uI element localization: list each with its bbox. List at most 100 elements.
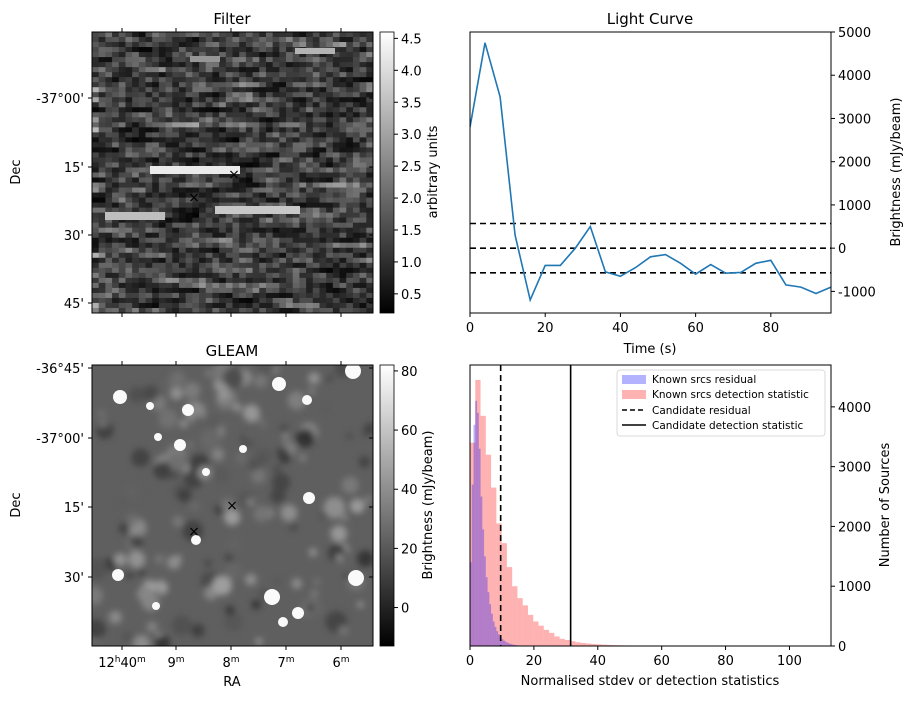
filter-pixel xyxy=(179,233,186,239)
filter-pixel xyxy=(279,233,286,239)
filter-pixel xyxy=(192,42,199,48)
filter-pixel xyxy=(119,203,126,209)
filter-pixel xyxy=(186,42,193,48)
filter-pixel xyxy=(279,117,286,123)
filter-pixel xyxy=(286,82,293,88)
filter-pixel xyxy=(199,97,206,103)
filter-pixel xyxy=(146,193,153,199)
filter-pixel xyxy=(286,248,293,254)
filter-pixel xyxy=(326,57,333,63)
filter-pixel xyxy=(99,72,106,78)
filter-pixel xyxy=(132,32,139,38)
filter-pixel xyxy=(326,152,333,158)
filter-pixel xyxy=(159,127,166,133)
filter-pixel xyxy=(333,77,340,83)
filter-pixel xyxy=(239,228,246,234)
y-tick-label: -36°45' xyxy=(36,362,84,377)
filter-pixel xyxy=(132,203,139,209)
filter-pixel xyxy=(286,47,293,53)
filter-pixel xyxy=(326,107,333,113)
filter-pixel xyxy=(273,147,280,153)
filter-pixel xyxy=(92,248,99,254)
filter-pixel xyxy=(340,268,347,274)
filter-pixel xyxy=(112,37,119,43)
filter-pixel xyxy=(306,248,313,254)
filter-pixel xyxy=(186,112,193,118)
filter-pixel xyxy=(132,42,139,48)
filter-pixel xyxy=(313,253,320,259)
filter-pixel xyxy=(92,37,99,43)
filter-pixel xyxy=(293,238,300,244)
filter-pixel xyxy=(319,102,326,108)
filter-pixel xyxy=(233,82,240,88)
filter-pixel xyxy=(192,298,199,304)
filter-pixel xyxy=(259,132,266,138)
filter-pixel xyxy=(340,137,347,143)
filter-pixel xyxy=(172,228,179,234)
filter-pixel xyxy=(266,127,273,133)
filter-pixel xyxy=(166,228,173,234)
filter-pixel xyxy=(340,92,347,98)
filter-pixel xyxy=(152,77,159,83)
filter-pixel xyxy=(273,193,280,199)
filter-pixel xyxy=(206,132,213,138)
filter-pixel xyxy=(99,52,106,58)
filter-pixel xyxy=(333,283,340,289)
filter-pixel xyxy=(279,248,286,254)
filter-pixel xyxy=(233,112,240,118)
filter-pixel xyxy=(353,132,360,138)
filter-pixel xyxy=(105,298,112,304)
filter-pixel xyxy=(219,112,226,118)
filter-pixel xyxy=(159,122,166,128)
filter-pixel xyxy=(119,223,126,229)
filter-pixel xyxy=(299,92,306,98)
filter-pixel xyxy=(159,268,166,274)
filter-pixel xyxy=(92,92,99,98)
filter-pixel xyxy=(146,223,153,229)
filter-pixel xyxy=(360,137,367,143)
filter-pixel xyxy=(333,193,340,199)
filter-pixel xyxy=(192,117,199,123)
y-tick-label: 15' xyxy=(64,161,84,176)
filter-pixel xyxy=(226,188,233,194)
filter-pixel xyxy=(313,167,320,173)
filter-pixel xyxy=(226,268,233,274)
filter-pixel xyxy=(125,162,132,168)
filter-pixel xyxy=(266,238,273,244)
filter-pixel xyxy=(105,92,112,98)
filter-pixel xyxy=(139,72,146,78)
filter-pixel xyxy=(293,42,300,48)
filter-pixel xyxy=(313,117,320,123)
filter-pixel xyxy=(333,117,340,123)
filter-pixel xyxy=(239,167,246,173)
residual-bar xyxy=(479,449,481,646)
filter-pixel xyxy=(139,127,146,133)
filter-pixel xyxy=(299,77,306,83)
filter-pixel xyxy=(112,228,119,234)
legend-label-candidate-detection: Candidate detection statistic xyxy=(652,420,804,432)
y-tick-label: 30' xyxy=(64,229,84,244)
filter-pixel xyxy=(206,223,213,229)
filter-pixel xyxy=(206,273,213,279)
filter-pixel xyxy=(125,193,132,199)
filter-pixel xyxy=(286,238,293,244)
filter-pixel xyxy=(152,258,159,264)
filter-pixel xyxy=(340,238,347,244)
filter-pixel xyxy=(233,258,240,264)
filter-pixel xyxy=(319,228,326,234)
filter-pixel xyxy=(239,293,246,299)
gleam-texture xyxy=(109,611,122,624)
filter-pixel xyxy=(206,183,213,189)
filter-pixel xyxy=(192,303,199,309)
filter-pixel xyxy=(353,228,360,234)
filter-pixel xyxy=(179,178,186,184)
gleam-texture xyxy=(190,502,199,511)
filter-pixel xyxy=(186,238,193,244)
gleam-texture xyxy=(99,419,108,428)
filter-pixel xyxy=(340,178,347,184)
filter-pixel xyxy=(279,283,286,289)
filter-pixel xyxy=(192,258,199,264)
filter-pixel xyxy=(152,263,159,269)
filter-pixel xyxy=(360,243,367,249)
